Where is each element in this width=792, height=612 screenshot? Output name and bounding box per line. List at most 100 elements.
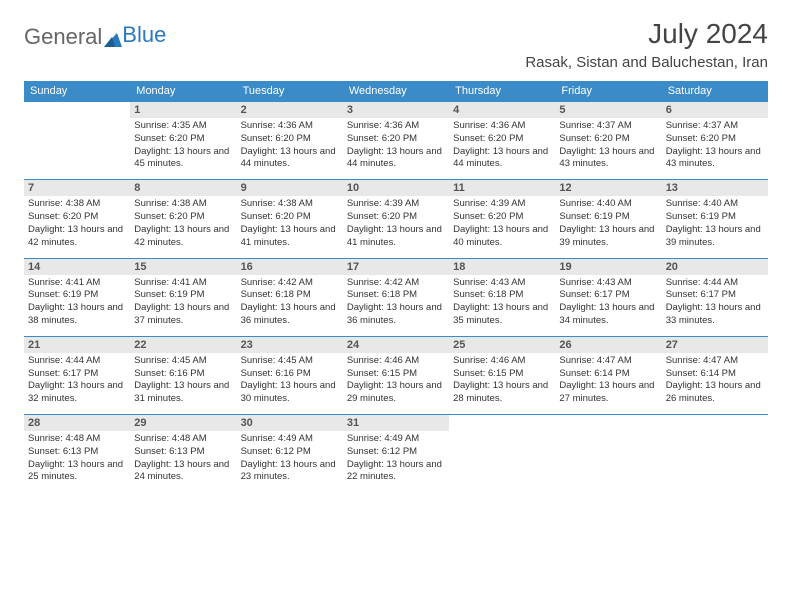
day-body: Sunrise: 4:43 AMSunset: 6:17 PMDaylight:… (555, 275, 661, 336)
month-title: July 2024 (525, 18, 768, 50)
sunset-text: Sunset: 6:19 PM (28, 289, 126, 302)
day-body: Sunrise: 4:43 AMSunset: 6:18 PMDaylight:… (449, 275, 555, 336)
daylight-text: Daylight: 13 hours and 32 minutes. (28, 380, 126, 406)
day-number: 31 (343, 415, 449, 431)
day-number: 28 (24, 415, 130, 431)
calendar-day-cell: 13Sunrise: 4:40 AMSunset: 6:19 PMDayligh… (662, 180, 768, 258)
day-body: Sunrise: 4:39 AMSunset: 6:20 PMDaylight:… (343, 196, 449, 257)
day-number: 11 (449, 180, 555, 196)
sunrise-text: Sunrise: 4:41 AM (134, 277, 232, 290)
daylight-text: Daylight: 13 hours and 38 minutes. (28, 302, 126, 328)
sunrise-text: Sunrise: 4:38 AM (134, 198, 232, 211)
calendar-day-cell: 2Sunrise: 4:36 AMSunset: 6:20 PMDaylight… (237, 102, 343, 180)
sunrise-text: Sunrise: 4:47 AM (559, 355, 657, 368)
sunrise-text: Sunrise: 4:47 AM (666, 355, 764, 368)
day-body: Sunrise: 4:47 AMSunset: 6:14 PMDaylight:… (662, 353, 768, 414)
day-number: 10 (343, 180, 449, 196)
daylight-text: Daylight: 13 hours and 26 minutes. (666, 380, 764, 406)
day-body: Sunrise: 4:49 AMSunset: 6:12 PMDaylight:… (343, 431, 449, 492)
day-number: 14 (24, 259, 130, 275)
day-number: 26 (555, 337, 661, 353)
sunrise-text: Sunrise: 4:42 AM (241, 277, 339, 290)
logo-triangle-icon (104, 27, 122, 41)
day-body: Sunrise: 4:40 AMSunset: 6:19 PMDaylight:… (555, 196, 661, 257)
day-body: Sunrise: 4:36 AMSunset: 6:20 PMDaylight:… (449, 118, 555, 179)
calendar-week-row: 1Sunrise: 4:35 AMSunset: 6:20 PMDaylight… (24, 102, 768, 180)
calendar-day-cell: 11Sunrise: 4:39 AMSunset: 6:20 PMDayligh… (449, 180, 555, 258)
sunrise-text: Sunrise: 4:39 AM (453, 198, 551, 211)
sunrise-text: Sunrise: 4:37 AM (666, 120, 764, 133)
calendar-day-cell: 18Sunrise: 4:43 AMSunset: 6:18 PMDayligh… (449, 258, 555, 336)
sunset-text: Sunset: 6:15 PM (453, 368, 551, 381)
day-number (24, 102, 130, 118)
sunset-text: Sunset: 6:14 PM (559, 368, 657, 381)
calendar-day-cell: 29Sunrise: 4:48 AMSunset: 6:13 PMDayligh… (130, 415, 236, 493)
calendar-day-cell: 22Sunrise: 4:45 AMSunset: 6:16 PMDayligh… (130, 336, 236, 414)
sunrise-text: Sunrise: 4:39 AM (347, 198, 445, 211)
day-body: Sunrise: 4:45 AMSunset: 6:16 PMDaylight:… (130, 353, 236, 414)
weekday-header: Saturday (662, 81, 768, 102)
day-body: Sunrise: 4:35 AMSunset: 6:20 PMDaylight:… (130, 118, 236, 179)
sunset-text: Sunset: 6:17 PM (559, 289, 657, 302)
daylight-text: Daylight: 13 hours and 30 minutes. (241, 380, 339, 406)
daylight-text: Daylight: 13 hours and 31 minutes. (134, 380, 232, 406)
day-number: 15 (130, 259, 236, 275)
sunset-text: Sunset: 6:19 PM (666, 211, 764, 224)
sunrise-text: Sunrise: 4:36 AM (241, 120, 339, 133)
calendar-day-cell: 19Sunrise: 4:43 AMSunset: 6:17 PMDayligh… (555, 258, 661, 336)
daylight-text: Daylight: 13 hours and 40 minutes. (453, 224, 551, 250)
daylight-text: Daylight: 13 hours and 29 minutes. (347, 380, 445, 406)
calendar-day-cell: 12Sunrise: 4:40 AMSunset: 6:19 PMDayligh… (555, 180, 661, 258)
day-number (662, 415, 768, 431)
calendar-day-cell (555, 415, 661, 493)
day-body (24, 118, 130, 176)
day-number: 1 (130, 102, 236, 118)
weekday-header: Monday (130, 81, 236, 102)
day-number: 21 (24, 337, 130, 353)
calendar-day-cell: 16Sunrise: 4:42 AMSunset: 6:18 PMDayligh… (237, 258, 343, 336)
calendar-day-cell: 28Sunrise: 4:48 AMSunset: 6:13 PMDayligh… (24, 415, 130, 493)
day-number: 19 (555, 259, 661, 275)
day-body (449, 431, 555, 489)
calendar-week-row: 7Sunrise: 4:38 AMSunset: 6:20 PMDaylight… (24, 180, 768, 258)
daylight-text: Daylight: 13 hours and 36 minutes. (241, 302, 339, 328)
daylight-text: Daylight: 13 hours and 39 minutes. (559, 224, 657, 250)
sunset-text: Sunset: 6:18 PM (453, 289, 551, 302)
day-number: 25 (449, 337, 555, 353)
daylight-text: Daylight: 13 hours and 42 minutes. (134, 224, 232, 250)
daylight-text: Daylight: 13 hours and 45 minutes. (134, 146, 232, 172)
day-number (555, 415, 661, 431)
sunset-text: Sunset: 6:18 PM (241, 289, 339, 302)
daylight-text: Daylight: 13 hours and 22 minutes. (347, 459, 445, 485)
day-body: Sunrise: 4:39 AMSunset: 6:20 PMDaylight:… (449, 196, 555, 257)
day-number: 23 (237, 337, 343, 353)
day-body: Sunrise: 4:36 AMSunset: 6:20 PMDaylight:… (237, 118, 343, 179)
sunrise-text: Sunrise: 4:49 AM (241, 433, 339, 446)
sunrise-text: Sunrise: 4:35 AM (134, 120, 232, 133)
day-body: Sunrise: 4:42 AMSunset: 6:18 PMDaylight:… (237, 275, 343, 336)
weekday-header: Sunday (24, 81, 130, 102)
sunrise-text: Sunrise: 4:38 AM (241, 198, 339, 211)
day-body: Sunrise: 4:44 AMSunset: 6:17 PMDaylight:… (24, 353, 130, 414)
day-number: 30 (237, 415, 343, 431)
day-body: Sunrise: 4:47 AMSunset: 6:14 PMDaylight:… (555, 353, 661, 414)
day-body: Sunrise: 4:40 AMSunset: 6:19 PMDaylight:… (662, 196, 768, 257)
sunset-text: Sunset: 6:17 PM (28, 368, 126, 381)
sunset-text: Sunset: 6:20 PM (666, 133, 764, 146)
daylight-text: Daylight: 13 hours and 36 minutes. (347, 302, 445, 328)
logo: General Blue (24, 18, 166, 50)
sunrise-text: Sunrise: 4:40 AM (559, 198, 657, 211)
day-body: Sunrise: 4:38 AMSunset: 6:20 PMDaylight:… (130, 196, 236, 257)
day-body: Sunrise: 4:42 AMSunset: 6:18 PMDaylight:… (343, 275, 449, 336)
calendar-day-cell: 8Sunrise: 4:38 AMSunset: 6:20 PMDaylight… (130, 180, 236, 258)
weekday-header: Thursday (449, 81, 555, 102)
calendar-day-cell: 17Sunrise: 4:42 AMSunset: 6:18 PMDayligh… (343, 258, 449, 336)
day-body: Sunrise: 4:41 AMSunset: 6:19 PMDaylight:… (130, 275, 236, 336)
daylight-text: Daylight: 13 hours and 43 minutes. (666, 146, 764, 172)
calendar-day-cell: 10Sunrise: 4:39 AMSunset: 6:20 PMDayligh… (343, 180, 449, 258)
day-body: Sunrise: 4:48 AMSunset: 6:13 PMDaylight:… (24, 431, 130, 492)
daylight-text: Daylight: 13 hours and 41 minutes. (241, 224, 339, 250)
day-number: 6 (662, 102, 768, 118)
day-number: 2 (237, 102, 343, 118)
sunset-text: Sunset: 6:20 PM (453, 133, 551, 146)
